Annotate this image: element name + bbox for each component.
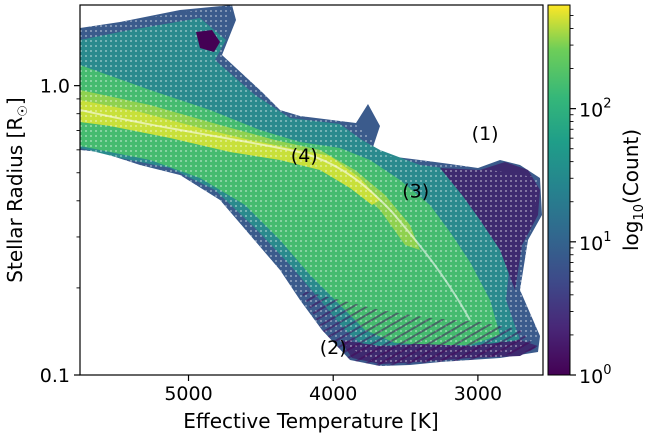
colorbar-tick-exp: 1 — [603, 230, 611, 245]
y-axis-label-symbol: ☉ — [16, 105, 31, 117]
density-stripes — [300, 290, 538, 366]
colorbar-tick-base: 10 — [579, 233, 603, 255]
x-tick-label: 4000 — [309, 383, 357, 405]
y-axis-label-main: Stellar Radius [R — [3, 117, 27, 283]
annotation-label: (1) — [472, 123, 499, 145]
x-axis-ticks: 5000 4000 3000 — [164, 375, 502, 405]
y-tick-label: 1.0 — [40, 76, 70, 98]
y-axis-label-close: ] — [3, 97, 27, 105]
annotation-label: (3) — [402, 181, 429, 203]
colorbar-label-sub: 10 — [632, 204, 647, 221]
density-cloud — [80, 5, 542, 366]
y-axis-label: Stellar Radius [R☉] — [3, 97, 31, 282]
x-axis-label: Effective Temperature [K] — [183, 409, 438, 433]
annotations: (1) (2) (3) (4) — [291, 123, 499, 359]
density-texture — [80, 5, 540, 366]
density-gap — [80, 109, 471, 321]
colorbar-tick-base: 10 — [579, 366, 603, 388]
annotation-label: (4) — [291, 145, 318, 167]
colorbar-tick-label: 101 — [579, 230, 611, 255]
y-tick-label: 0.1 — [40, 365, 70, 387]
colorbar-label: log10(Count) — [619, 129, 647, 251]
y-axis-ticks: 0.1 1.0 — [40, 76, 80, 387]
x-tick-label: 3000 — [454, 383, 502, 405]
colorbar-tick-base: 10 — [579, 100, 603, 122]
annotation-label: (2) — [320, 337, 347, 359]
colorbar-tick-exp: 2 — [603, 97, 611, 112]
colorbar — [547, 4, 571, 376]
colorbar-label-suffix: (Count) — [619, 129, 643, 204]
plot-frame — [79, 4, 544, 376]
colorbar-tick-label: 102 — [579, 97, 611, 122]
x-tick-label: 5000 — [164, 383, 212, 405]
colorbar-label-prefix: log — [619, 221, 643, 252]
density-notch — [196, 30, 220, 52]
colorbar-tick-exp: 0 — [603, 363, 611, 378]
colorbar-tick-label: 100 — [579, 363, 611, 388]
